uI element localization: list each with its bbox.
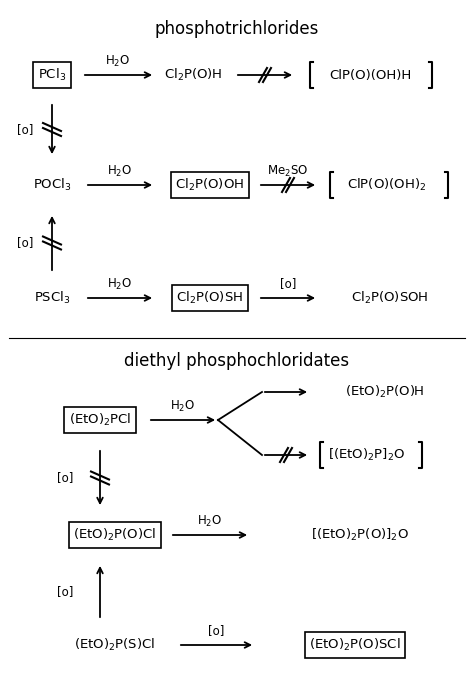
Text: PCl$_3$: PCl$_3$: [38, 67, 66, 83]
Text: (EtO)$_2$P(O)H: (EtO)$_2$P(O)H: [346, 384, 425, 400]
Text: [o]: [o]: [208, 624, 224, 637]
Text: Cl$_2$P(O)SOH: Cl$_2$P(O)SOH: [351, 290, 429, 306]
Text: H$_2$O: H$_2$O: [171, 398, 196, 413]
Text: phosphotrichlorides: phosphotrichlorides: [155, 20, 319, 38]
Text: POCl$_3$: POCl$_3$: [33, 177, 71, 193]
Text: H$_2$O: H$_2$O: [108, 276, 133, 291]
Text: (EtO)$_2$P(O)SCl: (EtO)$_2$P(O)SCl: [309, 637, 401, 653]
Text: Cl$_2$P(O)OH: Cl$_2$P(O)OH: [175, 177, 245, 193]
Text: [(EtO)$_2$P(O)]$_2$O: [(EtO)$_2$P(O)]$_2$O: [311, 527, 409, 543]
Text: Cl$_2$P(O)SH: Cl$_2$P(O)SH: [176, 290, 244, 306]
Text: H$_2$O: H$_2$O: [108, 163, 133, 178]
Text: (EtO)$_2$P(O)Cl: (EtO)$_2$P(O)Cl: [73, 527, 156, 543]
Text: ClP(O)(OH)H: ClP(O)(OH)H: [329, 68, 411, 81]
Text: [o]: [o]: [17, 123, 33, 136]
Text: [o]: [o]: [57, 586, 73, 599]
Text: Cl$_2$P(O)H: Cl$_2$P(O)H: [164, 67, 222, 83]
Text: H$_2$O: H$_2$O: [197, 513, 223, 528]
Text: H$_2$O: H$_2$O: [105, 54, 130, 68]
Text: [o]: [o]: [57, 471, 73, 484]
Text: (EtO)$_2$P(S)Cl: (EtO)$_2$P(S)Cl: [74, 637, 155, 653]
Text: (EtO)$_2$PCl: (EtO)$_2$PCl: [69, 412, 131, 428]
Text: diethyl phosphochloridates: diethyl phosphochloridates: [125, 352, 349, 370]
Text: PSCl$_3$: PSCl$_3$: [34, 290, 70, 306]
Text: [o]: [o]: [280, 278, 296, 291]
Text: [o]: [o]: [17, 236, 33, 249]
Text: [(EtO)$_2$P]$_2$O: [(EtO)$_2$P]$_2$O: [328, 447, 406, 463]
Text: ClP(O)(OH)$_2$: ClP(O)(OH)$_2$: [347, 177, 427, 193]
Text: Me$_2$SO: Me$_2$SO: [267, 163, 309, 178]
